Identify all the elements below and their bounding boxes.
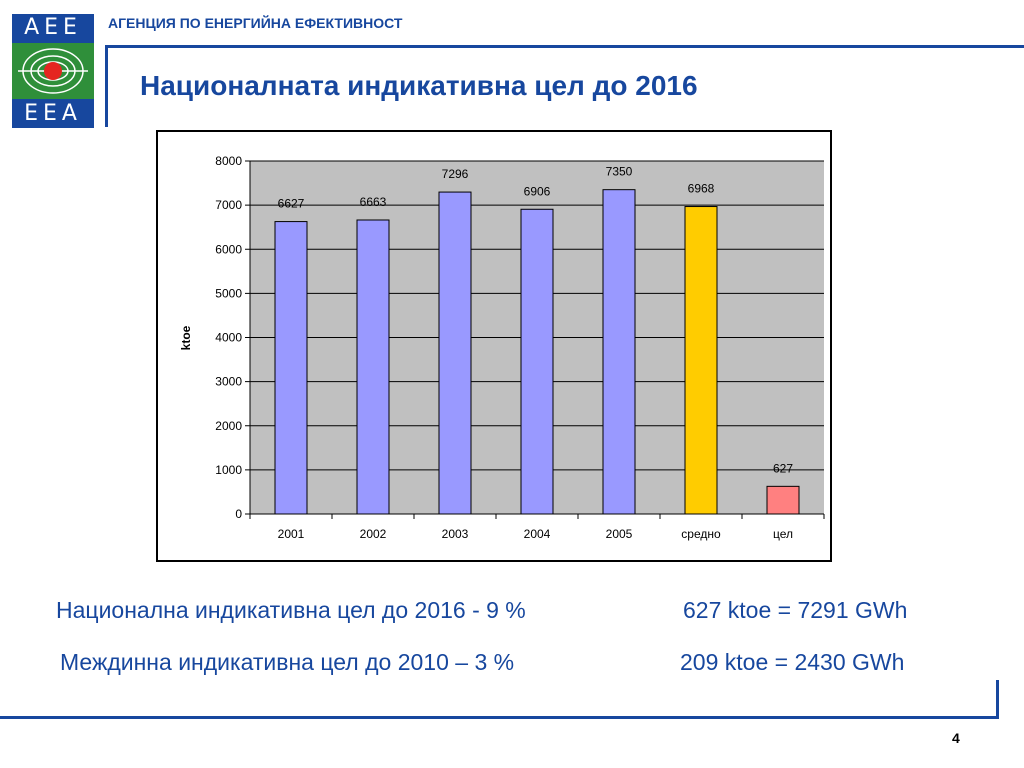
page-number: 4 (952, 730, 960, 746)
y-tick-label: 7000 (215, 198, 242, 212)
y-tick-label: 0 (235, 507, 242, 521)
bar-цел (766, 485, 800, 515)
y-tick-label: 1000 (215, 463, 242, 477)
logo-text-bottom: EEA (24, 101, 82, 126)
y-axis-label: ktoe (179, 325, 193, 350)
target-2010-text: Междинна индикативна цел до 2010 – 3 % (60, 649, 515, 675)
footer-divider (0, 716, 999, 719)
page-title: Националната индикативна цел до 2016 (140, 70, 698, 101)
x-tick-label: 2002 (360, 527, 387, 541)
x-tick-label: цел (773, 527, 793, 541)
y-tick-label: 8000 (215, 154, 242, 168)
logo-emblem (12, 43, 94, 99)
bar-2004 (520, 208, 554, 515)
data-label: 6627 (278, 197, 305, 211)
chart-container: 0 1000 2000 3000 4000 5000 6000 7000 8000 6627 200… (156, 130, 832, 562)
target-2016-value: 627 ktoe = 7291 GWh (683, 597, 908, 623)
x-tick-label: 2004 (524, 527, 551, 541)
bar-средно (684, 206, 718, 515)
x-tick-label: 2001 (278, 527, 305, 541)
bar-2001 (274, 221, 308, 515)
header-vertical-divider (105, 45, 108, 127)
data-label: 6906 (524, 184, 551, 198)
x-tick-label: 2003 (442, 527, 469, 541)
bar-2003 (438, 191, 472, 515)
footer-vertical-divider (996, 680, 999, 719)
data-label: 7296 (442, 167, 469, 181)
x-tick-label: 2005 (606, 527, 633, 541)
x-tick-label: средно (681, 527, 721, 541)
data-label: 6968 (688, 182, 715, 196)
y-tick-label: 6000 (215, 242, 242, 256)
bar-2005 (602, 189, 636, 515)
agency-logo: AEE EEA (12, 14, 94, 128)
target-2010-value: 209 ktoe = 2430 GWh (680, 649, 905, 675)
y-tick-label: 2000 (215, 419, 242, 433)
bar-2002 (356, 219, 390, 515)
header-divider (108, 45, 1024, 48)
y-tick-label: 4000 (215, 331, 242, 345)
data-label: 7350 (606, 165, 633, 179)
y-tick-label: 3000 (215, 375, 242, 389)
data-label: 627 (773, 461, 793, 475)
bar-chart: 0 1000 2000 3000 4000 5000 6000 7000 8000 6627 200… (179, 154, 825, 541)
logo-text-top: AEE (24, 15, 82, 40)
data-label: 6663 (360, 195, 387, 209)
y-tick-label: 5000 (215, 286, 242, 300)
target-2016-text: Национална индикативна цел до 2016 - 9 % (56, 597, 526, 623)
agency-name: АГЕНЦИЯ ПО ЕНЕРГИЙНА ЕФЕКТИВНОСТ (108, 15, 403, 31)
